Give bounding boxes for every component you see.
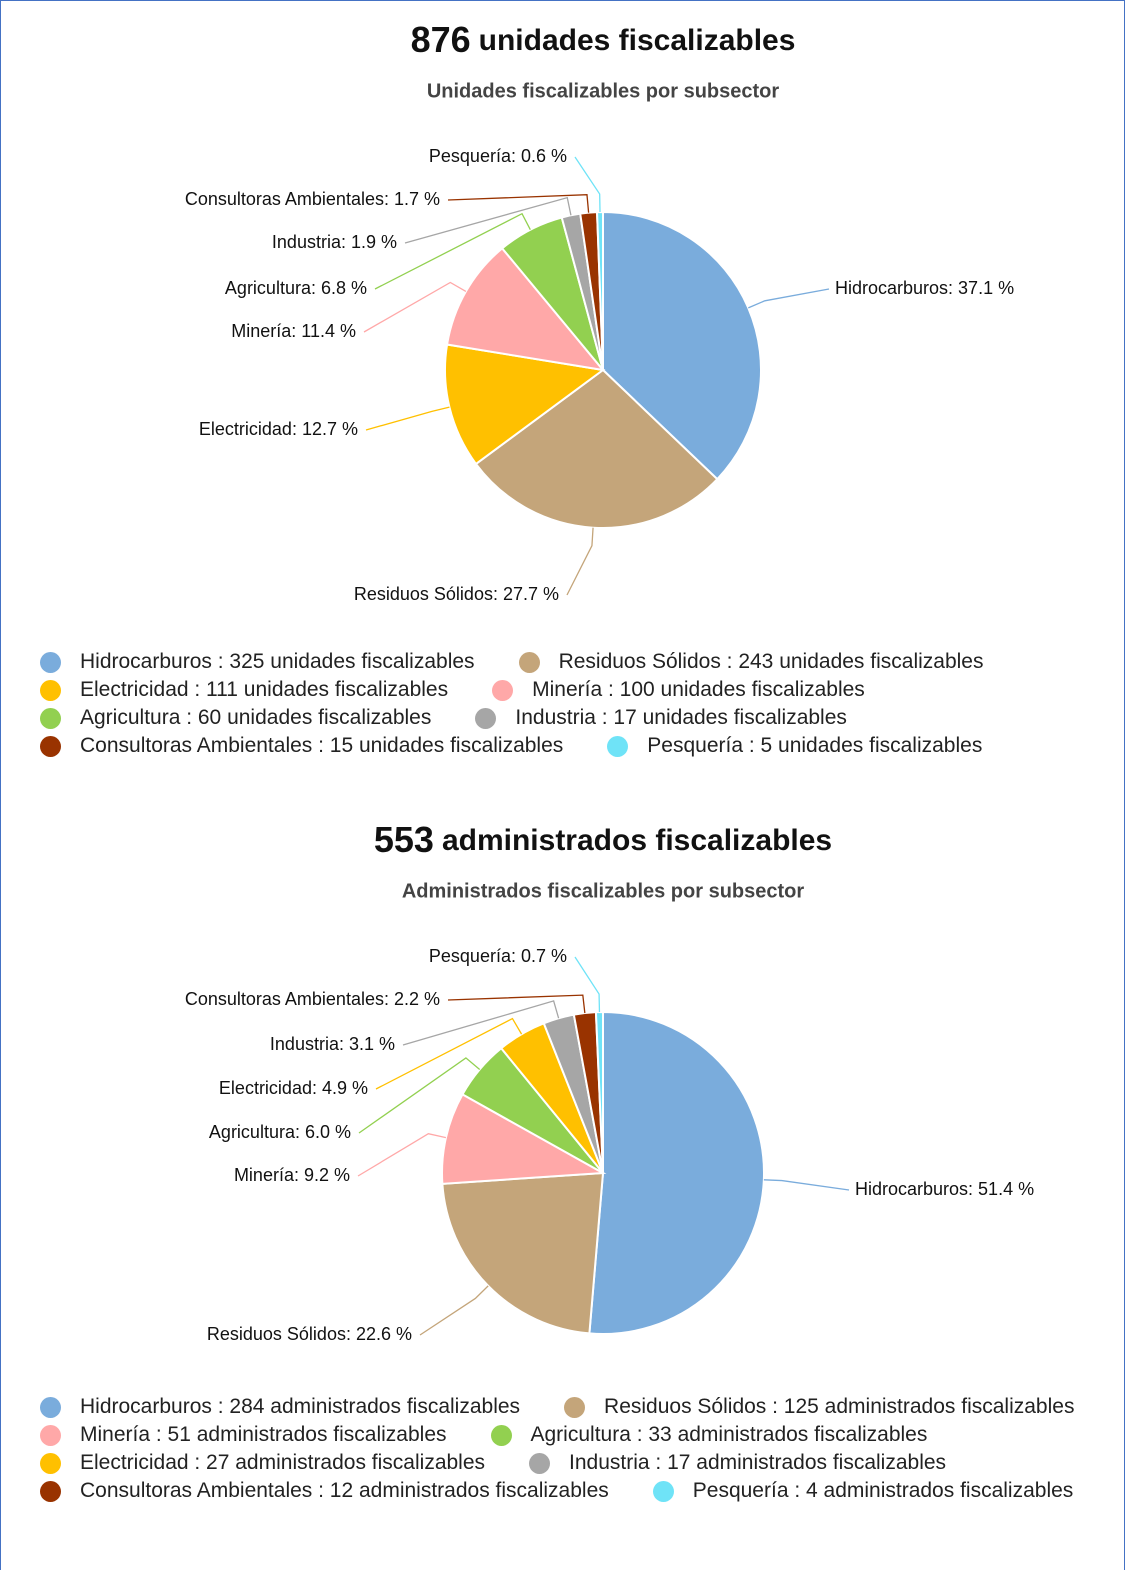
slice-label: Agricultura: 6.8 % <box>225 278 367 298</box>
label-connector <box>447 994 586 1014</box>
title-count: 876 <box>411 19 471 60</box>
legend-label: Agricultura : 60 unidades fiscalizables <box>80 706 432 729</box>
legend-swatch <box>490 1424 512 1446</box>
pie-slice <box>588 1010 765 1335</box>
slice-label: Minería: 9.2 % <box>234 1165 350 1185</box>
legend-swatch <box>529 1452 551 1474</box>
legend-label: Hidrocarburos : 284 administrados fiscal… <box>80 1395 521 1418</box>
legend-swatch <box>40 679 61 701</box>
legend-item: Minería : 100 unidades fiscalizables <box>492 676 865 704</box>
legend-item: Industria : 17 administrados fiscalizabl… <box>529 1449 946 1477</box>
label-connector <box>357 1133 447 1177</box>
slice-label: Agricultura: 6.0 % <box>209 1122 351 1142</box>
chart-title: 876 unidades fiscalizables <box>411 19 796 60</box>
title-count: 553 <box>374 819 434 860</box>
label-connector <box>365 406 450 431</box>
legend-swatch <box>40 707 61 729</box>
legend-swatch <box>40 735 61 757</box>
pie-slice <box>594 1010 604 1174</box>
legend-label: Consultoras Ambientales : 15 unidades fi… <box>80 734 564 757</box>
pie-slice <box>444 343 606 466</box>
legend-item: Pesquería : 4 administrados fiscalizable… <box>652 1477 1074 1505</box>
legend-item: Residuos Sólidos : 243 unidades fiscaliz… <box>518 648 984 676</box>
legend-label: Electricidad : 111 unidades fiscalizable… <box>80 678 449 701</box>
legend-label: Consultoras Ambientales : 12 administrad… <box>80 1479 609 1502</box>
slice-label: Minería: 11.4 % <box>231 321 356 341</box>
legend-label: Electricidad : 27 administrados fiscaliz… <box>80 1451 486 1474</box>
legend-item: Consultoras Ambientales : 12 administrad… <box>40 1477 609 1505</box>
legend-swatch <box>492 679 514 701</box>
legend-swatch <box>40 1452 61 1474</box>
label-connector <box>748 288 830 309</box>
pie-slice <box>445 246 606 372</box>
label-connector <box>374 212 531 290</box>
legend-item: Electricidad : 111 unidades fiscalizable… <box>40 676 448 704</box>
label-connector <box>574 156 601 213</box>
label-connector <box>566 527 594 596</box>
legend-label: Residuos Sólidos : 125 administrados fis… <box>604 1395 1075 1418</box>
label-connector <box>404 196 572 244</box>
label-connector <box>763 1179 850 1191</box>
title-text: administrados fiscalizables <box>442 824 832 857</box>
label-connector <box>419 1285 489 1336</box>
legend-label: Industria : 17 administrados fiscalizabl… <box>569 1451 947 1474</box>
legend-item: Pesquería : 5 unidades fiscalizables <box>607 732 982 760</box>
legend-item: Electricidad : 27 administrados fiscaliz… <box>40 1449 485 1477</box>
slice-label: Residuos Sólidos: 27.7 % <box>354 584 559 604</box>
slice-label: Hidrocarburos: 37.1 % <box>835 278 1014 298</box>
legend-label: Agricultura : 33 administrados fiscaliza… <box>530 1423 928 1446</box>
slice-label: Electricidad: 4.9 % <box>219 1078 368 1098</box>
legend-label: Pesquería : 4 administrados fiscalizable… <box>692 1479 1074 1502</box>
pie-slice <box>474 368 719 529</box>
label-connector <box>363 281 467 333</box>
legend-swatch <box>40 1396 61 1418</box>
legend: Hidrocarburos : 284 administrados fiscal… <box>40 1393 1125 1505</box>
label-connector <box>375 1017 523 1090</box>
label-connector <box>447 194 590 213</box>
legend-swatch <box>564 1396 586 1418</box>
legend-label: Residuos Sólidos : 243 unidades fiscaliz… <box>558 650 984 673</box>
pie-slice <box>441 1093 607 1185</box>
legend-item: Residuos Sólidos : 125 administrados fis… <box>564 1393 1074 1421</box>
legend-swatch <box>607 735 629 757</box>
slice-label: Electricidad: 12.7 % <box>199 419 358 439</box>
title-text: unidades fiscalizables <box>479 24 796 57</box>
pie-slice <box>441 1171 605 1335</box>
label-connector <box>574 956 601 1013</box>
legend-item: Hidrocarburos : 325 unidades fiscalizabl… <box>40 648 475 676</box>
legend-item: Agricultura : 33 administrados fiscaliza… <box>490 1421 928 1449</box>
legend-label: Hidrocarburos : 325 unidades fiscalizabl… <box>80 650 475 673</box>
slice-label: Industria: 1.9 % <box>272 232 397 252</box>
slice-label: Consultoras Ambientales: 1.7 % <box>185 189 440 209</box>
legend-label: Minería : 100 unidades fiscalizables <box>532 678 865 701</box>
legend-swatch <box>475 707 497 729</box>
legend-item: Agricultura : 60 unidades fiscalizables <box>40 704 431 732</box>
legend-swatch <box>40 1480 61 1502</box>
legend-label: Minería : 51 administrados fiscalizables <box>80 1423 447 1446</box>
chart-subtitle: Administrados fiscalizables por subsecto… <box>402 880 805 902</box>
legend: Hidrocarburos : 325 unidades fiscalizabl… <box>40 648 1125 760</box>
chart-title: 553 administrados fiscalizables <box>374 819 832 860</box>
slice-label: Pesquería: 0.7 % <box>429 946 567 966</box>
legend-label: Industria : 17 unidades fiscalizables <box>515 706 847 729</box>
chart-subtitle: Unidades fiscalizables por subsector <box>427 80 780 102</box>
legend-item: Industria : 17 unidades fiscalizables <box>475 704 847 732</box>
slice-label: Industria: 3.1 % <box>270 1034 395 1054</box>
slice-label: Consultoras Ambientales: 2.2 % <box>185 989 440 1009</box>
legend-swatch <box>518 651 540 673</box>
slice-label: Residuos Sólidos: 22.6 % <box>207 1324 412 1344</box>
slice-label: Hidrocarburos: 51.4 % <box>855 1179 1034 1199</box>
legend-label: Pesquería : 5 unidades fiscalizables <box>647 734 983 757</box>
legend-swatch <box>652 1480 674 1502</box>
legend-swatch <box>40 1424 61 1446</box>
slice-label: Pesquería: 0.6 % <box>429 146 567 166</box>
legend-item: Hidrocarburos : 284 administrados fiscal… <box>40 1393 520 1421</box>
legend-item: Minería : 51 administrados fiscalizables <box>40 1421 447 1449</box>
label-connector <box>358 1057 481 1134</box>
legend-item: Consultoras Ambientales : 15 unidades fi… <box>40 732 563 760</box>
legend-swatch <box>40 651 61 673</box>
label-connector <box>402 1000 560 1046</box>
